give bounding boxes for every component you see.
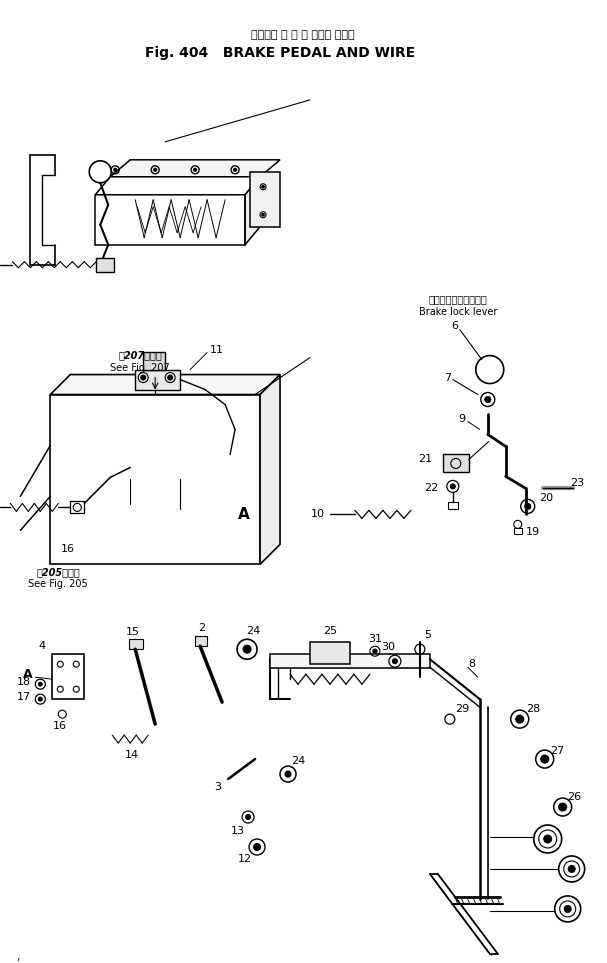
Circle shape (141, 375, 146, 380)
Polygon shape (245, 177, 260, 245)
Text: 21: 21 (418, 455, 432, 464)
Text: 11: 11 (210, 345, 224, 354)
Bar (52, 654, 84, 699)
Text: 17: 17 (17, 692, 32, 702)
Text: 28: 28 (527, 704, 541, 715)
Circle shape (154, 169, 157, 171)
Circle shape (373, 649, 377, 653)
Circle shape (524, 504, 531, 509)
Text: Brake lock lever: Brake lock lever (419, 306, 497, 317)
Circle shape (392, 659, 398, 664)
Circle shape (243, 645, 251, 653)
Text: 24: 24 (246, 626, 260, 637)
Text: 7: 7 (444, 373, 452, 382)
Text: A: A (238, 507, 250, 522)
Text: 22: 22 (424, 483, 438, 493)
Text: 3: 3 (215, 782, 222, 792)
Bar (250, 171, 280, 226)
Text: 13: 13 (231, 826, 245, 836)
Bar (97, 258, 114, 272)
Circle shape (38, 697, 42, 701)
Text: 26: 26 (568, 792, 582, 802)
Text: A: A (22, 667, 32, 681)
Text: 9: 9 (458, 414, 466, 425)
Text: ブレーキ ペ ダ ル および ワイヤ: ブレーキ ペ ダ ル および ワイヤ (251, 30, 355, 39)
Text: 第207図参照: 第207図参照 (118, 351, 162, 360)
Text: 24: 24 (291, 756, 305, 767)
Text: 23: 23 (571, 479, 585, 488)
Polygon shape (50, 375, 280, 395)
Polygon shape (95, 177, 260, 195)
Text: 16: 16 (61, 544, 75, 555)
Text: 18: 18 (17, 677, 32, 688)
Polygon shape (110, 160, 280, 177)
Bar (514, 529, 522, 534)
Circle shape (234, 169, 237, 171)
Circle shape (541, 755, 549, 763)
Bar (129, 639, 143, 649)
Text: 20: 20 (538, 493, 553, 504)
Circle shape (485, 397, 491, 403)
Text: 16: 16 (53, 721, 67, 731)
Text: 30: 30 (381, 642, 395, 652)
Text: 10: 10 (311, 509, 325, 519)
Circle shape (516, 716, 524, 723)
Text: See Fig. 207: See Fig. 207 (110, 362, 170, 373)
Text: 2: 2 (198, 623, 206, 634)
Circle shape (254, 844, 260, 850)
Polygon shape (50, 395, 260, 564)
Circle shape (38, 682, 42, 687)
Circle shape (568, 866, 575, 872)
Circle shape (114, 169, 117, 171)
Text: Fig. 404   BRAKE PEDAL AND WIRE: Fig. 404 BRAKE PEDAL AND WIRE (145, 46, 415, 60)
Bar (448, 503, 458, 509)
Text: 15: 15 (126, 627, 140, 638)
Text: 8: 8 (468, 660, 475, 669)
Bar (70, 502, 84, 513)
Text: ブレーキロックレバー: ブレーキロックレバー (429, 295, 487, 304)
Circle shape (262, 186, 264, 188)
Circle shape (168, 375, 172, 380)
Text: 4: 4 (39, 641, 46, 651)
Text: 27: 27 (551, 746, 565, 756)
Text: 29: 29 (455, 704, 469, 715)
Circle shape (558, 803, 567, 811)
Text: 25: 25 (323, 626, 337, 637)
Text: 31: 31 (368, 635, 382, 644)
Bar (195, 637, 207, 646)
Circle shape (246, 815, 251, 820)
Circle shape (450, 484, 455, 489)
Bar (443, 455, 469, 473)
Bar (310, 642, 350, 664)
Circle shape (194, 169, 197, 171)
Text: 5: 5 (424, 630, 432, 640)
Circle shape (564, 905, 571, 912)
Circle shape (285, 771, 291, 777)
Text: 12: 12 (238, 854, 252, 864)
Text: See Fig. 205: See Fig. 205 (29, 580, 88, 589)
Text: ,: , (16, 951, 20, 962)
Polygon shape (260, 375, 280, 564)
Circle shape (262, 214, 264, 216)
Text: 6: 6 (452, 321, 458, 330)
Bar (270, 654, 430, 668)
Text: 第205図参照: 第205図参照 (36, 567, 80, 577)
Bar (143, 351, 165, 370)
Circle shape (544, 835, 552, 843)
Text: 19: 19 (526, 528, 540, 537)
Text: 14: 14 (125, 750, 139, 760)
Bar (135, 370, 180, 390)
